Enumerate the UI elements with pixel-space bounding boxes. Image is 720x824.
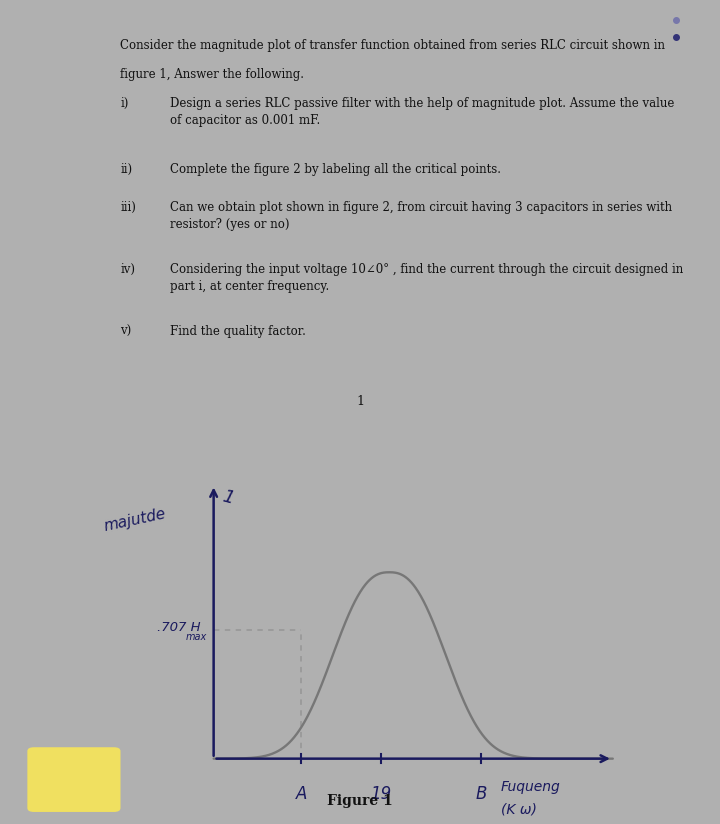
Text: 1: 1 xyxy=(356,395,364,408)
Text: i): i) xyxy=(120,97,129,110)
Text: Find the quality factor.: Find the quality factor. xyxy=(171,325,306,338)
Text: (K ω): (K ω) xyxy=(501,803,537,817)
Text: figure 1, Answer the following.: figure 1, Answer the following. xyxy=(120,68,305,81)
Text: 19: 19 xyxy=(371,785,392,803)
Text: max: max xyxy=(186,633,207,643)
Text: v): v) xyxy=(120,325,132,338)
Text: majutde: majutde xyxy=(102,507,167,534)
Text: iii): iii) xyxy=(120,200,136,213)
Text: Design a series RLC passive filter with the help of magnitude plot. Assume the v: Design a series RLC passive filter with … xyxy=(171,97,675,127)
Text: Complete the figure 2 by labeling all the critical points.: Complete the figure 2 by labeling all th… xyxy=(171,163,501,176)
Text: Considering the input voltage 10∠0° , find the current through the circuit desig: Considering the input voltage 10∠0° , fi… xyxy=(171,263,684,293)
Text: iv): iv) xyxy=(120,263,135,276)
Text: ii): ii) xyxy=(120,163,132,176)
FancyBboxPatch shape xyxy=(27,747,120,812)
Text: Fuqueng: Fuqueng xyxy=(501,780,561,794)
Text: A: A xyxy=(296,785,307,803)
Text: Figure 1: Figure 1 xyxy=(327,794,393,808)
Text: .707 H: .707 H xyxy=(157,621,200,634)
Text: Can we obtain plot shown in figure 2, from circuit having 3 capacitors in series: Can we obtain plot shown in figure 2, fr… xyxy=(171,200,672,231)
Text: 1: 1 xyxy=(220,487,236,508)
Text: B: B xyxy=(475,785,487,803)
Text: Consider the magnitude plot of transfer function obtained from series RLC circui: Consider the magnitude plot of transfer … xyxy=(120,39,665,52)
